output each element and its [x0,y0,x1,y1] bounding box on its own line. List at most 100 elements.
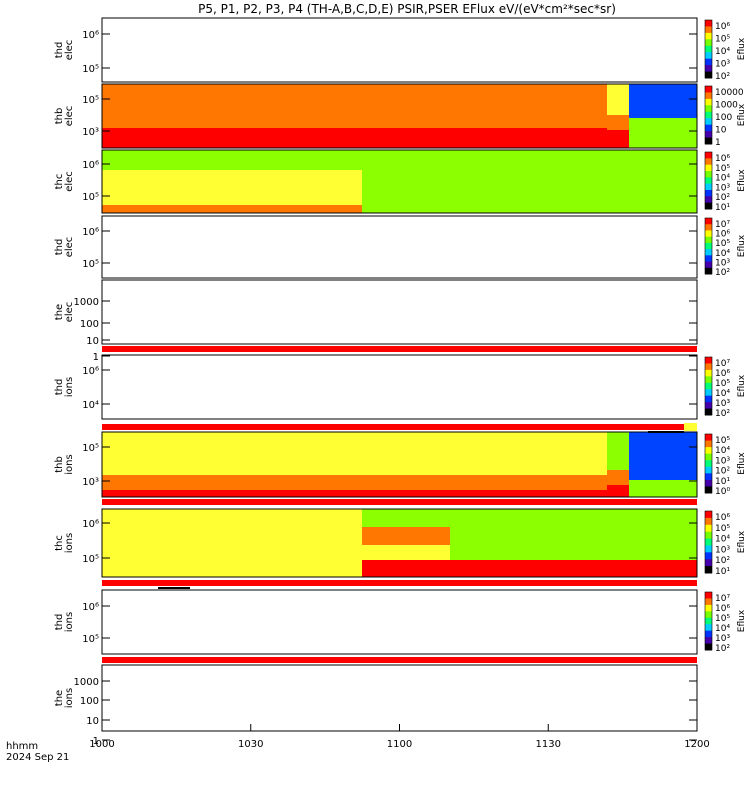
panel-frame [101,279,698,345]
panel-label-line: the [54,304,65,320]
colorbar-tick-label: 10³ [715,183,730,193]
panel-label-line: elec [64,171,75,192]
colorbar-segment [705,131,712,139]
panel-label-line: ions [64,688,75,708]
thb-ions-yellow-marker [684,423,697,431]
colorbar-tick-label: 10000 [715,88,744,98]
colorbar-segment [705,105,712,113]
colorbar-segment [705,408,712,416]
colorbar-segment [705,604,712,612]
colorbar-segment [705,524,712,533]
panel-stack: thdelec10⁶10⁵10⁶10⁵10⁴10³10²Efluxthbelec… [54,17,747,747]
colorbar-segment [705,261,712,269]
colorbar-segment [705,118,712,126]
colorbar-tick-label: 1 [715,138,721,148]
panel-frame [101,431,698,498]
y-tick-label: 100 [80,319,99,330]
colorbar-segment [705,177,712,185]
colorbar-segment [705,158,712,166]
spectrogram-cell [362,509,406,527]
colorbar-segment [705,224,712,231]
panel-label-line: thd [54,239,65,256]
colorbar-segment [705,137,712,145]
colorbar-label: Eflux [737,234,747,257]
panel-frame [101,215,698,279]
colorbar-tick-label: 10² [715,268,730,278]
panel-label-line: thd [54,379,65,396]
spectrogram-cell [629,132,697,148]
colorbar-tick-label: 10² [715,467,730,477]
panel-label-line: elec [64,40,75,61]
spectrogram-cell [607,485,629,497]
spectrogram-cell [102,100,607,115]
panel-label: thbions [54,454,75,474]
spectrogram-cell [102,490,607,497]
thc-ions-red-line [102,499,697,505]
colorbar-segment [705,58,712,66]
colorbar-tick-label: 10⁴ [715,535,730,545]
spectrogram-cell [406,150,697,213]
panel-frame [101,17,698,83]
spectrogram-cell [362,545,450,560]
colorbar-segment [705,98,712,106]
colorbar-segment [705,357,712,364]
y-tick-label: 10⁵ [82,554,99,565]
y-tick-label: 1000 [74,297,99,308]
colorbar-frame [704,356,713,416]
colorbar-segment [705,440,712,448]
panel-label-line: ions [64,533,75,553]
colorbar-segment [705,538,712,546]
colorbar-segment [705,559,712,567]
colorbar-tick-label: 10⁵ [715,614,730,624]
y-tick-label: 10 [86,336,99,347]
spectrogram-cell [102,115,607,128]
spectrogram-cell [406,509,697,527]
panel-label-line: thd [54,42,65,59]
colorbar-segment [705,369,712,377]
colorbar-segment [705,171,712,178]
colorbar-tick-label: 10⁴ [715,446,730,456]
colorbar-tick-label: 10¹ [715,203,730,213]
colorbar-segment [705,592,712,599]
colorbar-segment [705,26,712,34]
colorbar-tick-label: 10² [715,72,730,82]
colorbar-tick-label: 10¹ [715,567,730,577]
colorbar-segment [705,92,712,100]
colorbar-segment [705,164,712,172]
time-axis-label: hhmm [6,741,38,752]
colorbar-tick-label: 10⁷ [715,220,730,230]
panel-label: thbelec [54,106,75,127]
colorbar-tick-label: 10² [715,409,730,419]
colorbar-frame [704,510,713,574]
colorbar-tick-label: 10⁶ [715,22,730,32]
panel-frame [101,664,698,732]
x-tick-label: 1100 [387,739,412,750]
panel-label: theelec [54,302,75,323]
panel-label: theions [54,688,75,708]
spectrogram-cell [102,509,362,545]
y-tick-label: 10⁶ [82,30,99,41]
colorbar-tick-label: 10⁵ [715,35,730,45]
colorbar-segment [705,517,712,526]
colorbar-frame [704,151,713,210]
y-tick-label: 10³ [82,477,99,488]
colorbar-segment [705,637,712,645]
panel-label: thcelec [54,171,75,192]
y-tick-label: 10⁶ [82,602,99,613]
time-axis: 1000 1030 1100 1130 1200 [89,724,710,750]
panel-label-line: elec [64,237,75,258]
spectrogram-cell [102,170,362,205]
colorbar-segment [705,466,712,474]
y-tick-label: 10³ [82,127,99,138]
colorbar-tick-label: 10⁴ [715,47,730,57]
colorbar-tick-label: 10⁶ [715,604,730,614]
colorbar-label: Eflux [737,452,747,475]
y-tick-label: 10⁶ [82,366,99,377]
colorbar-tick-label: 10³ [715,399,730,409]
date-label: 2024 Sep 21 [6,752,69,763]
panel-label-line: elec [64,302,75,323]
spectrogram-cell [629,84,697,118]
panel-label: thdions [54,612,75,632]
